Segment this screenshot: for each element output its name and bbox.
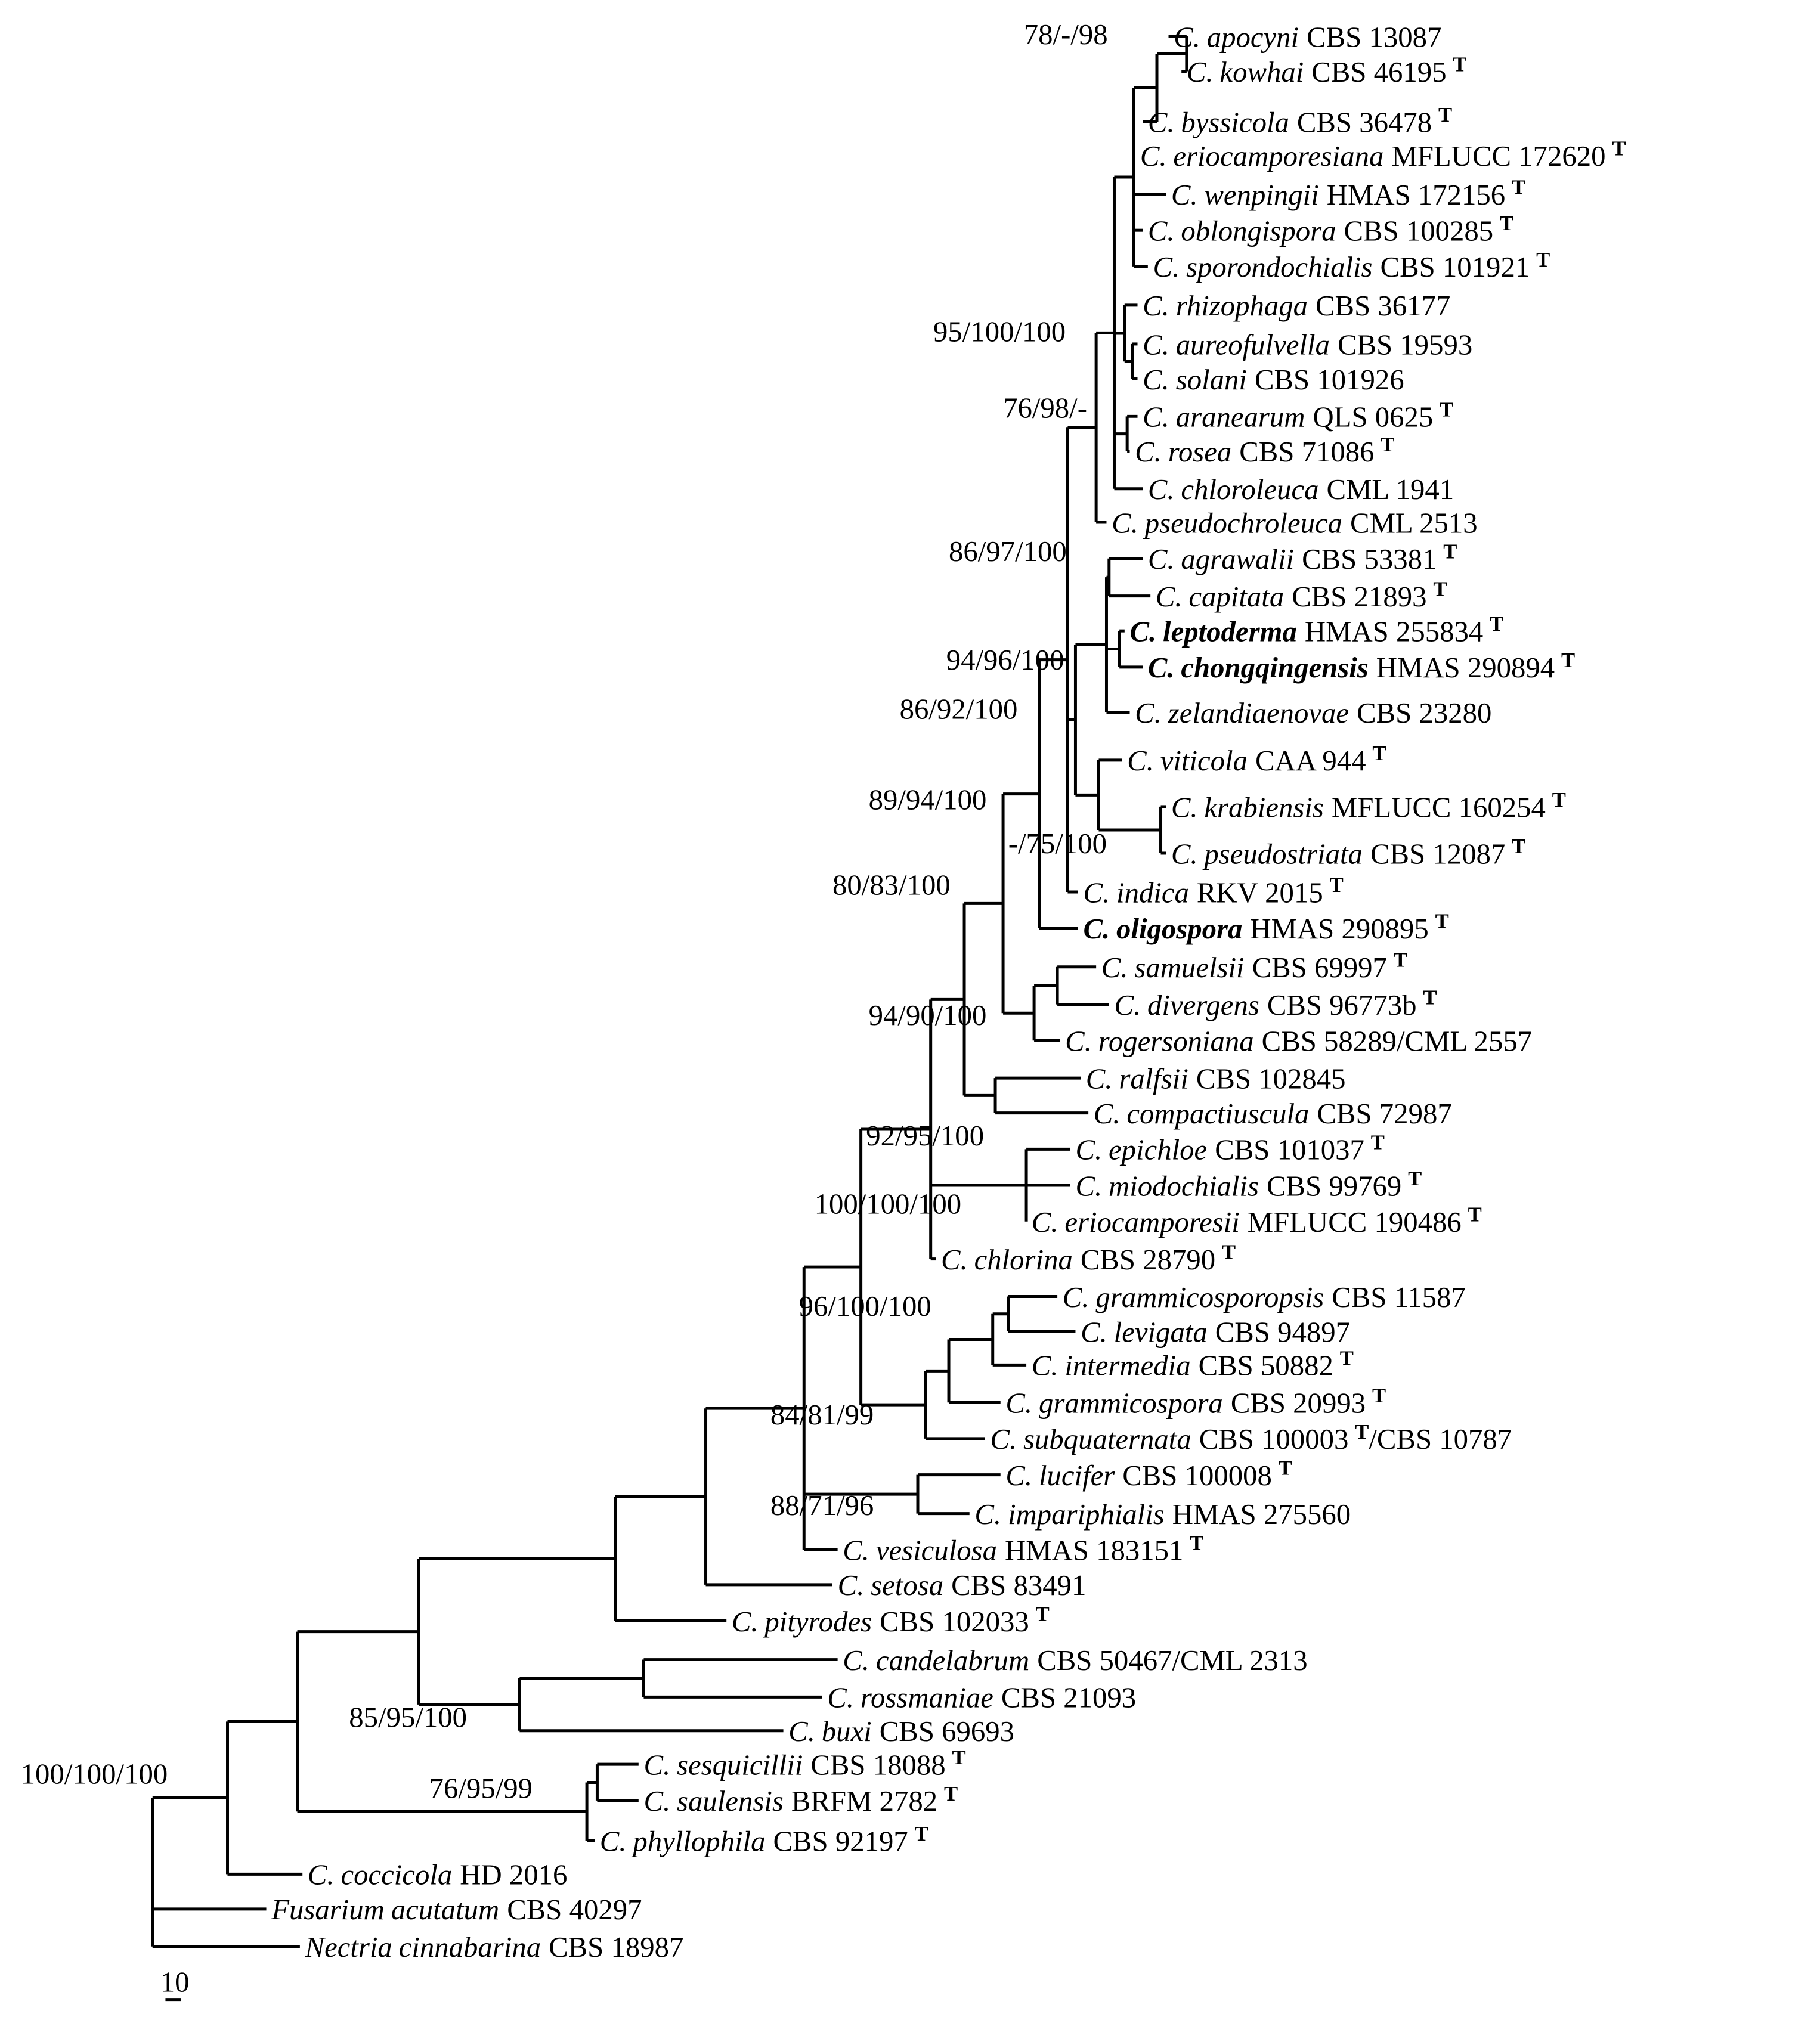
support-value: 86/92/100 [900, 693, 1018, 726]
taxon-label: C. indica RKV 2015 T [1083, 873, 1343, 909]
taxon-label: C. miodochialis CBS 99769 T [1075, 1167, 1422, 1202]
taxon-label: C. solani CBS 101926 [1143, 364, 1404, 396]
taxon-label: C. byssicola CBS 36478 T [1148, 103, 1452, 138]
support-value: 76/98/- [1003, 392, 1087, 424]
support-value: 100/100/100 [815, 1188, 962, 1220]
tree-branches [151, 35, 1188, 1948]
taxon-label: C. sporondochialis CBS 101921 T [1153, 248, 1550, 283]
taxon-label: C. aranearum QLS 0625 T [1143, 398, 1453, 433]
taxon-label: C. compactiuscula CBS 72987 [1094, 1098, 1452, 1130]
support-values: 78/-/98 95/100/100 76/98/- 86/97/100 94/96/1… [21, 18, 1108, 1804]
support-value: 88/71/96 [770, 1489, 874, 1522]
taxon-label: C. grammicospora CBS 20993 T [1005, 1384, 1386, 1419]
support-value: 95/100/100 [933, 316, 1066, 348]
taxon-label: C. levigata CBS 94897 [1081, 1316, 1350, 1348]
scale-bar: 10 [160, 1966, 190, 2002]
taxon-label: C. krabiensis MFLUCC 160254 T [1171, 788, 1566, 823]
support-value: -/75/100 [1008, 828, 1107, 860]
taxon-label: C. agrawalii CBS 53381 T [1148, 540, 1457, 575]
support-value: 96/100/100 [799, 1290, 931, 1322]
support-value: 100/100/100 [21, 1758, 168, 1790]
taxon-label: C. chongqingensis HMAS 290894 T [1148, 649, 1575, 684]
taxon-label: C. pityrodes CBS 102033 T [732, 1603, 1050, 1638]
taxon-label: C. epichloe CBS 101037 T [1075, 1130, 1384, 1166]
support-value: 78/-/98 [1024, 18, 1108, 51]
support-value: 94/90/100 [869, 999, 987, 1031]
taxon-label: C. ralfsii CBS 102845 [1086, 1062, 1346, 1095]
taxon-label: C. aureofulvella CBS 19593 [1143, 329, 1472, 361]
taxon-label: C. kowhai CBS 46195 T [1187, 53, 1467, 88]
taxon-label: C. viticola CAA 944 T [1127, 742, 1386, 777]
taxon-label: C. saulensis BRFM 2782 T [643, 1782, 958, 1817]
taxon-label: C. samuelsii CBS 69997 T [1101, 949, 1407, 984]
taxon-label: C. impariphialis HMAS 275560 [974, 1498, 1351, 1531]
support-value: 84/81/99 [770, 1399, 874, 1431]
taxon-label: C. capitata CBS 21893 T [1156, 578, 1447, 613]
taxon-label: C. chlorina CBS 28790 T [941, 1241, 1236, 1276]
taxon-label: C. chloroleuca CML 1941 [1148, 473, 1454, 506]
taxon-label: C. apocyni CBS 13087 [1174, 21, 1441, 53]
taxon-label: C. setosa CBS 83491 [838, 1569, 1087, 1601]
support-value: 85/95/100 [349, 1701, 467, 1733]
taxon-label: C. pseudochroleuca CML 2513 [1112, 507, 1478, 539]
taxon-label: Fusarium acutatum CBS 40297 [271, 1894, 642, 1926]
taxon-label: C. eriocamporesii MFLUCC 190486 T [1032, 1203, 1482, 1238]
taxon-label: C. lucifer CBS 100008 T [1005, 1457, 1292, 1492]
scale-bar-label: 10 [160, 1966, 190, 1999]
support-value: 94/96/100 [946, 644, 1064, 676]
support-value: 89/94/100 [869, 783, 987, 816]
support-value: 86/97/100 [949, 535, 1067, 568]
taxon-label: C. eriocamporesiana MFLUCC 172620 T [1140, 137, 1626, 172]
support-value: 76/95/99 [429, 1772, 533, 1804]
taxon-label: C. pseudostriata CBS 12087 T [1171, 835, 1525, 870]
taxon-label: C. vesiculosa HMAS 183151 T [843, 1531, 1203, 1566]
taxon-label: C. rogersoniana CBS 58289/CML 2557 [1065, 1026, 1532, 1058]
taxon-label: C. sesquicillii CBS 18088 T [643, 1746, 965, 1781]
taxon-label: C. leptoderma HMAS 255834 T [1129, 612, 1503, 648]
taxon-label: C. coccicola HD 2016 [308, 1859, 568, 1891]
taxon-label: C. phyllophila CBS 92197 T [600, 1822, 928, 1857]
taxon-label: C. subquaternata CBS 100003 T/CBS 10787 [990, 1420, 1512, 1455]
support-value: 80/83/100 [832, 869, 951, 901]
taxon-label: C. rossmaniae CBS 21093 [827, 1682, 1136, 1714]
taxon-label: C. divergens CBS 96773b T [1114, 986, 1437, 1021]
taxon-label: C. oblongispora CBS 100285 T [1148, 212, 1513, 247]
taxon-label: Nectria cinnabarina CBS 18987 [305, 1931, 684, 1963]
taxon-label: C. zelandiaenovae CBS 23280 [1135, 697, 1491, 729]
taxon-label: C. intermedia CBS 50882 T [1032, 1346, 1354, 1381]
taxon-label: C. rhizophaga CBS 36177 [1143, 290, 1450, 322]
taxon-label: C. candelabrum CBS 50467/CML 2313 [843, 1644, 1307, 1677]
taxon-label: C. buxi CBS 69693 [788, 1715, 1014, 1748]
support-value: 92/95/100 [866, 1120, 984, 1152]
taxon-label: C. wenpingii HMAS 172156 T [1171, 175, 1525, 210]
taxon-label: C. grammicosporopsis CBS 11587 [1063, 1281, 1466, 1313]
taxon-label: C. oligospora HMAS 290895 T [1083, 910, 1448, 945]
taxon-label: C. rosea CBS 71086 T [1135, 433, 1394, 468]
